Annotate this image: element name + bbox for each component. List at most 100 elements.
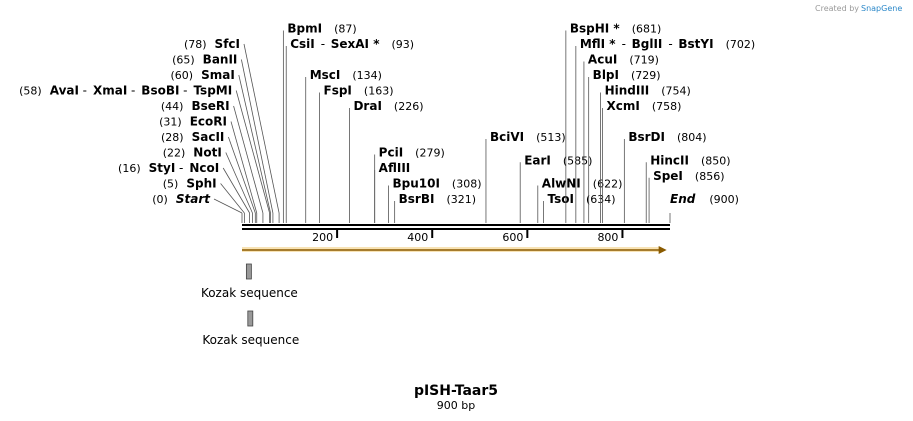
- site-leader-line: [233, 105, 264, 214]
- site-separator: -: [179, 161, 183, 175]
- site-name: BstYI: [678, 37, 713, 51]
- site-position: (163): [364, 85, 394, 98]
- site-avai[interactable]: TspMI-BsoBI-XmaI-AvaI(58): [19, 84, 270, 224]
- site-sacii[interactable]: SacII (28): [161, 130, 256, 223]
- site-position: (31): [159, 116, 182, 129]
- site-bpmi[interactable]: BpmI (87): [282, 22, 357, 224]
- site-leader-line: [241, 59, 274, 214]
- site-separator: -: [321, 37, 325, 51]
- site-bseri[interactable]: BseRI (44): [161, 99, 264, 223]
- site-position: (513): [536, 131, 566, 144]
- site-position: (28): [161, 131, 184, 144]
- snapgene-brand: SnapGene: [861, 4, 902, 13]
- site-tsoi[interactable]: TsoI (634): [543, 192, 616, 223]
- site-ecori[interactable]: EcoRI (31): [159, 115, 258, 224]
- site-name: BglII: [632, 37, 663, 51]
- site-name: BsoBI: [141, 84, 179, 98]
- site-position: (134): [352, 69, 382, 82]
- site-name: PciI: [379, 146, 404, 160]
- site-eari[interactable]: EarI (585): [519, 153, 592, 223]
- site-leader-line: [238, 74, 271, 214]
- site-name: XmaI: [93, 84, 127, 98]
- tick-label: 200: [312, 231, 333, 244]
- site-acui[interactable]: AcuI (719): [583, 53, 659, 224]
- site-hindiii[interactable]: HindIII (754): [600, 84, 691, 224]
- end-end: End (900): [669, 192, 739, 223]
- feature-kozak-sequence[interactable]: Kozak sequence: [202, 310, 299, 347]
- site-xcmi[interactable]: XcmI (758): [602, 99, 681, 223]
- site-name: BlpI: [593, 68, 619, 82]
- site-position: (622): [593, 178, 623, 191]
- site-noti[interactable]: NotI (22): [163, 146, 253, 224]
- site-position: (758): [652, 100, 682, 113]
- site-bsrbi[interactable]: BsrBI (321): [394, 192, 476, 223]
- site-drai[interactable]: DraI (226): [349, 99, 424, 223]
- feature-label: Kozak sequence: [201, 286, 298, 300]
- site-bpu10i[interactable]: Bpu10I (308): [388, 177, 482, 224]
- site-position: (279): [415, 147, 445, 160]
- site-hincii[interactable]: HincII (850): [645, 153, 731, 223]
- site-smai[interactable]: SmaI (60): [170, 68, 271, 223]
- feature-kozak-sequence[interactable]: Kozak sequence: [201, 263, 298, 300]
- site-leader-line: [235, 90, 270, 214]
- site-csii[interactable]: CsiI - SexAI * (93): [285, 37, 414, 223]
- site-position: (87): [334, 23, 357, 36]
- orf-arrow-head: [658, 246, 667, 254]
- site-name: NcoI: [189, 161, 219, 175]
- site-leader-line: [228, 136, 256, 214]
- tick-label: 800: [597, 231, 618, 244]
- site-position: (804): [677, 131, 707, 144]
- site-name: BseRI: [191, 99, 229, 113]
- site-name: Bpu10I: [392, 177, 439, 191]
- site-banii[interactable]: BanII (65): [172, 53, 274, 224]
- site-position: (16): [118, 162, 141, 175]
- site-position: (856): [695, 170, 725, 183]
- site-sfci[interactable]: SfcI (78): [184, 37, 280, 223]
- tick-label: 600: [502, 231, 523, 244]
- site-name: AvaI: [50, 84, 79, 98]
- site-name: SphI: [186, 177, 216, 191]
- site-spei[interactable]: SpeI (856): [648, 169, 725, 223]
- site-name: HindIII: [605, 84, 650, 98]
- site-name: BsrDI: [628, 130, 665, 144]
- site-name: XcmI: [606, 99, 639, 113]
- site-blpi[interactable]: BlpI (729): [588, 68, 661, 223]
- site-separator: -: [131, 84, 135, 98]
- site-mfli[interactable]: MflI * - BglII - BstYI (702): [575, 37, 756, 223]
- site-name: TsoI: [548, 192, 574, 206]
- site-separator: -: [83, 84, 87, 98]
- site-name: SpeI: [653, 169, 683, 183]
- site-name: FspI: [324, 84, 352, 98]
- end-position: (900): [709, 193, 739, 206]
- orf-arrow[interactable]: [242, 246, 667, 254]
- site-msci[interactable]: MscI (134): [305, 68, 382, 223]
- site-position: (754): [661, 85, 691, 98]
- site-position: (321): [446, 193, 476, 206]
- site-name: CsiI: [290, 37, 315, 51]
- site-position: (5): [163, 178, 179, 191]
- site-fspi[interactable]: FspI (163): [319, 84, 394, 224]
- site-bsrdi[interactable]: BsrDI (804): [623, 130, 707, 223]
- site-afliii[interactable]: AflIII: [374, 161, 411, 223]
- restriction-sites: SphI(5)NcoI-StyI(16)NotI(22)SacII(28)Eco…: [19, 22, 756, 224]
- site-name: AflIII: [379, 161, 411, 175]
- end-name: Start: [176, 192, 211, 206]
- site-position: (226): [394, 100, 424, 113]
- site-name: AcuI: [588, 53, 617, 67]
- site-styi[interactable]: NcoI-StyI (16): [118, 161, 251, 223]
- map-title: pISH-Taar5: [414, 383, 498, 399]
- site-position: (78): [184, 38, 207, 51]
- feature-label: Kozak sequence: [202, 333, 299, 347]
- site-name: StyI: [149, 161, 176, 175]
- site-leader-line: [222, 167, 250, 214]
- site-name: BpmI: [287, 22, 322, 36]
- site-sphi[interactable]: SphI (5): [163, 177, 245, 224]
- sequence-ends: Start (0) End (900): [152, 192, 739, 223]
- end-position: (0): [152, 193, 168, 206]
- site-bsphi[interactable]: BspHI * (681): [565, 22, 661, 224]
- site-position: (58): [19, 85, 42, 98]
- site-position: (702): [726, 38, 756, 51]
- site-position: (44): [161, 100, 184, 113]
- site-bcivi[interactable]: BciVI (513): [485, 130, 566, 223]
